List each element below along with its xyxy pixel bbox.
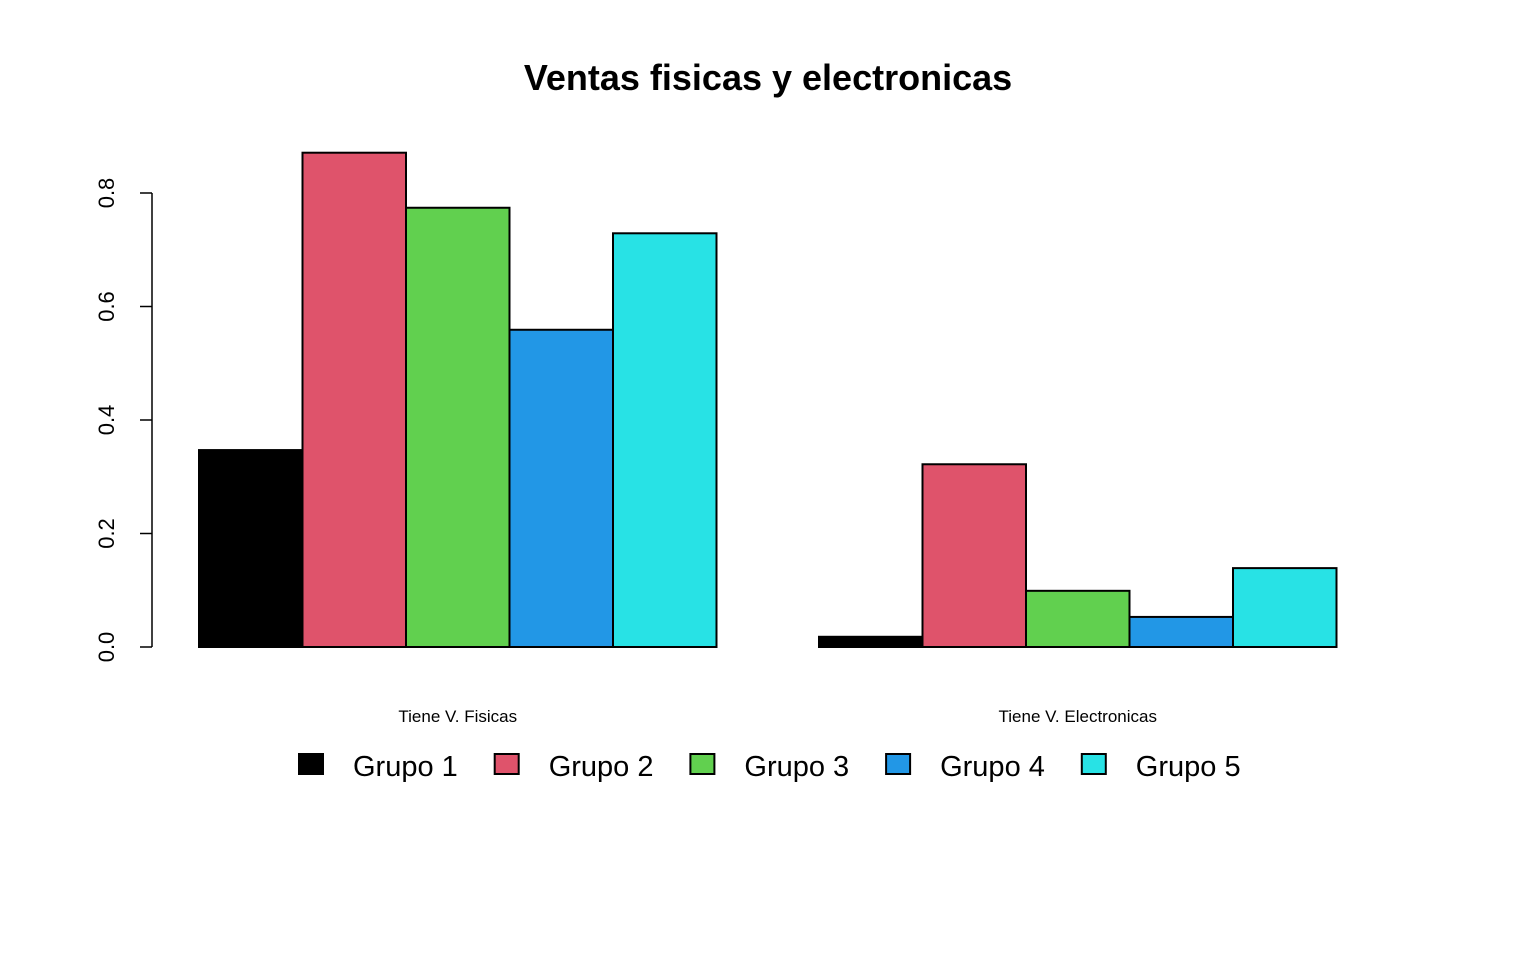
y-axis: 0.0 0.2 0.4 0.6 0.8 — [94, 178, 153, 663]
chart-title: Ventas fisicas y electronicas — [524, 57, 1012, 98]
legend-swatch — [493, 753, 520, 775]
y-tick-label: 0.6 — [94, 291, 119, 322]
bars-group — [198, 151, 1338, 649]
y-tick-label: 0.2 — [94, 518, 119, 549]
bar-grupo-4-electronicas — [1128, 615, 1234, 648]
bar-grupo-1-electronicas — [818, 635, 924, 648]
legend-swatch — [1080, 753, 1107, 775]
category-label: Tiene V. Electronicas — [999, 707, 1157, 726]
bar-grupo-1-fisicas — [198, 449, 304, 649]
bar-grupo-4-fisicas — [508, 328, 614, 648]
bar-grupo-5-fisicas — [612, 232, 718, 648]
bar-grupo-2-fisicas — [301, 151, 407, 649]
legend-label: Grupo 4 — [940, 751, 1045, 783]
bar-grupo-5-electronicas — [1232, 567, 1338, 648]
legend-label: Grupo 1 — [353, 751, 458, 783]
legend-label: Grupo 3 — [744, 751, 849, 783]
legend-swatch — [298, 753, 324, 775]
legend-swatch — [689, 753, 716, 775]
y-tick-label: 0.0 — [94, 632, 119, 663]
y-tick-label: 0.8 — [94, 178, 119, 209]
legend-label: Grupo 5 — [1136, 751, 1241, 783]
legend-swatch — [885, 753, 912, 775]
category-label: Tiene V. Fisicas — [398, 707, 517, 726]
legend-label: Grupo 2 — [549, 751, 654, 783]
bar-grupo-2-electronicas — [921, 463, 1027, 649]
y-tick-label: 0.4 — [94, 405, 119, 436]
bar-grupo-3-electronicas — [1025, 589, 1131, 649]
legend: Grupo 1 Grupo 2 Grupo 3 Grupo 4 Grupo 5 — [298, 751, 1241, 783]
category-labels: Tiene V. Fisicas Tiene V. Electronicas — [398, 707, 1157, 726]
bar-grupo-3-fisicas — [405, 206, 511, 648]
